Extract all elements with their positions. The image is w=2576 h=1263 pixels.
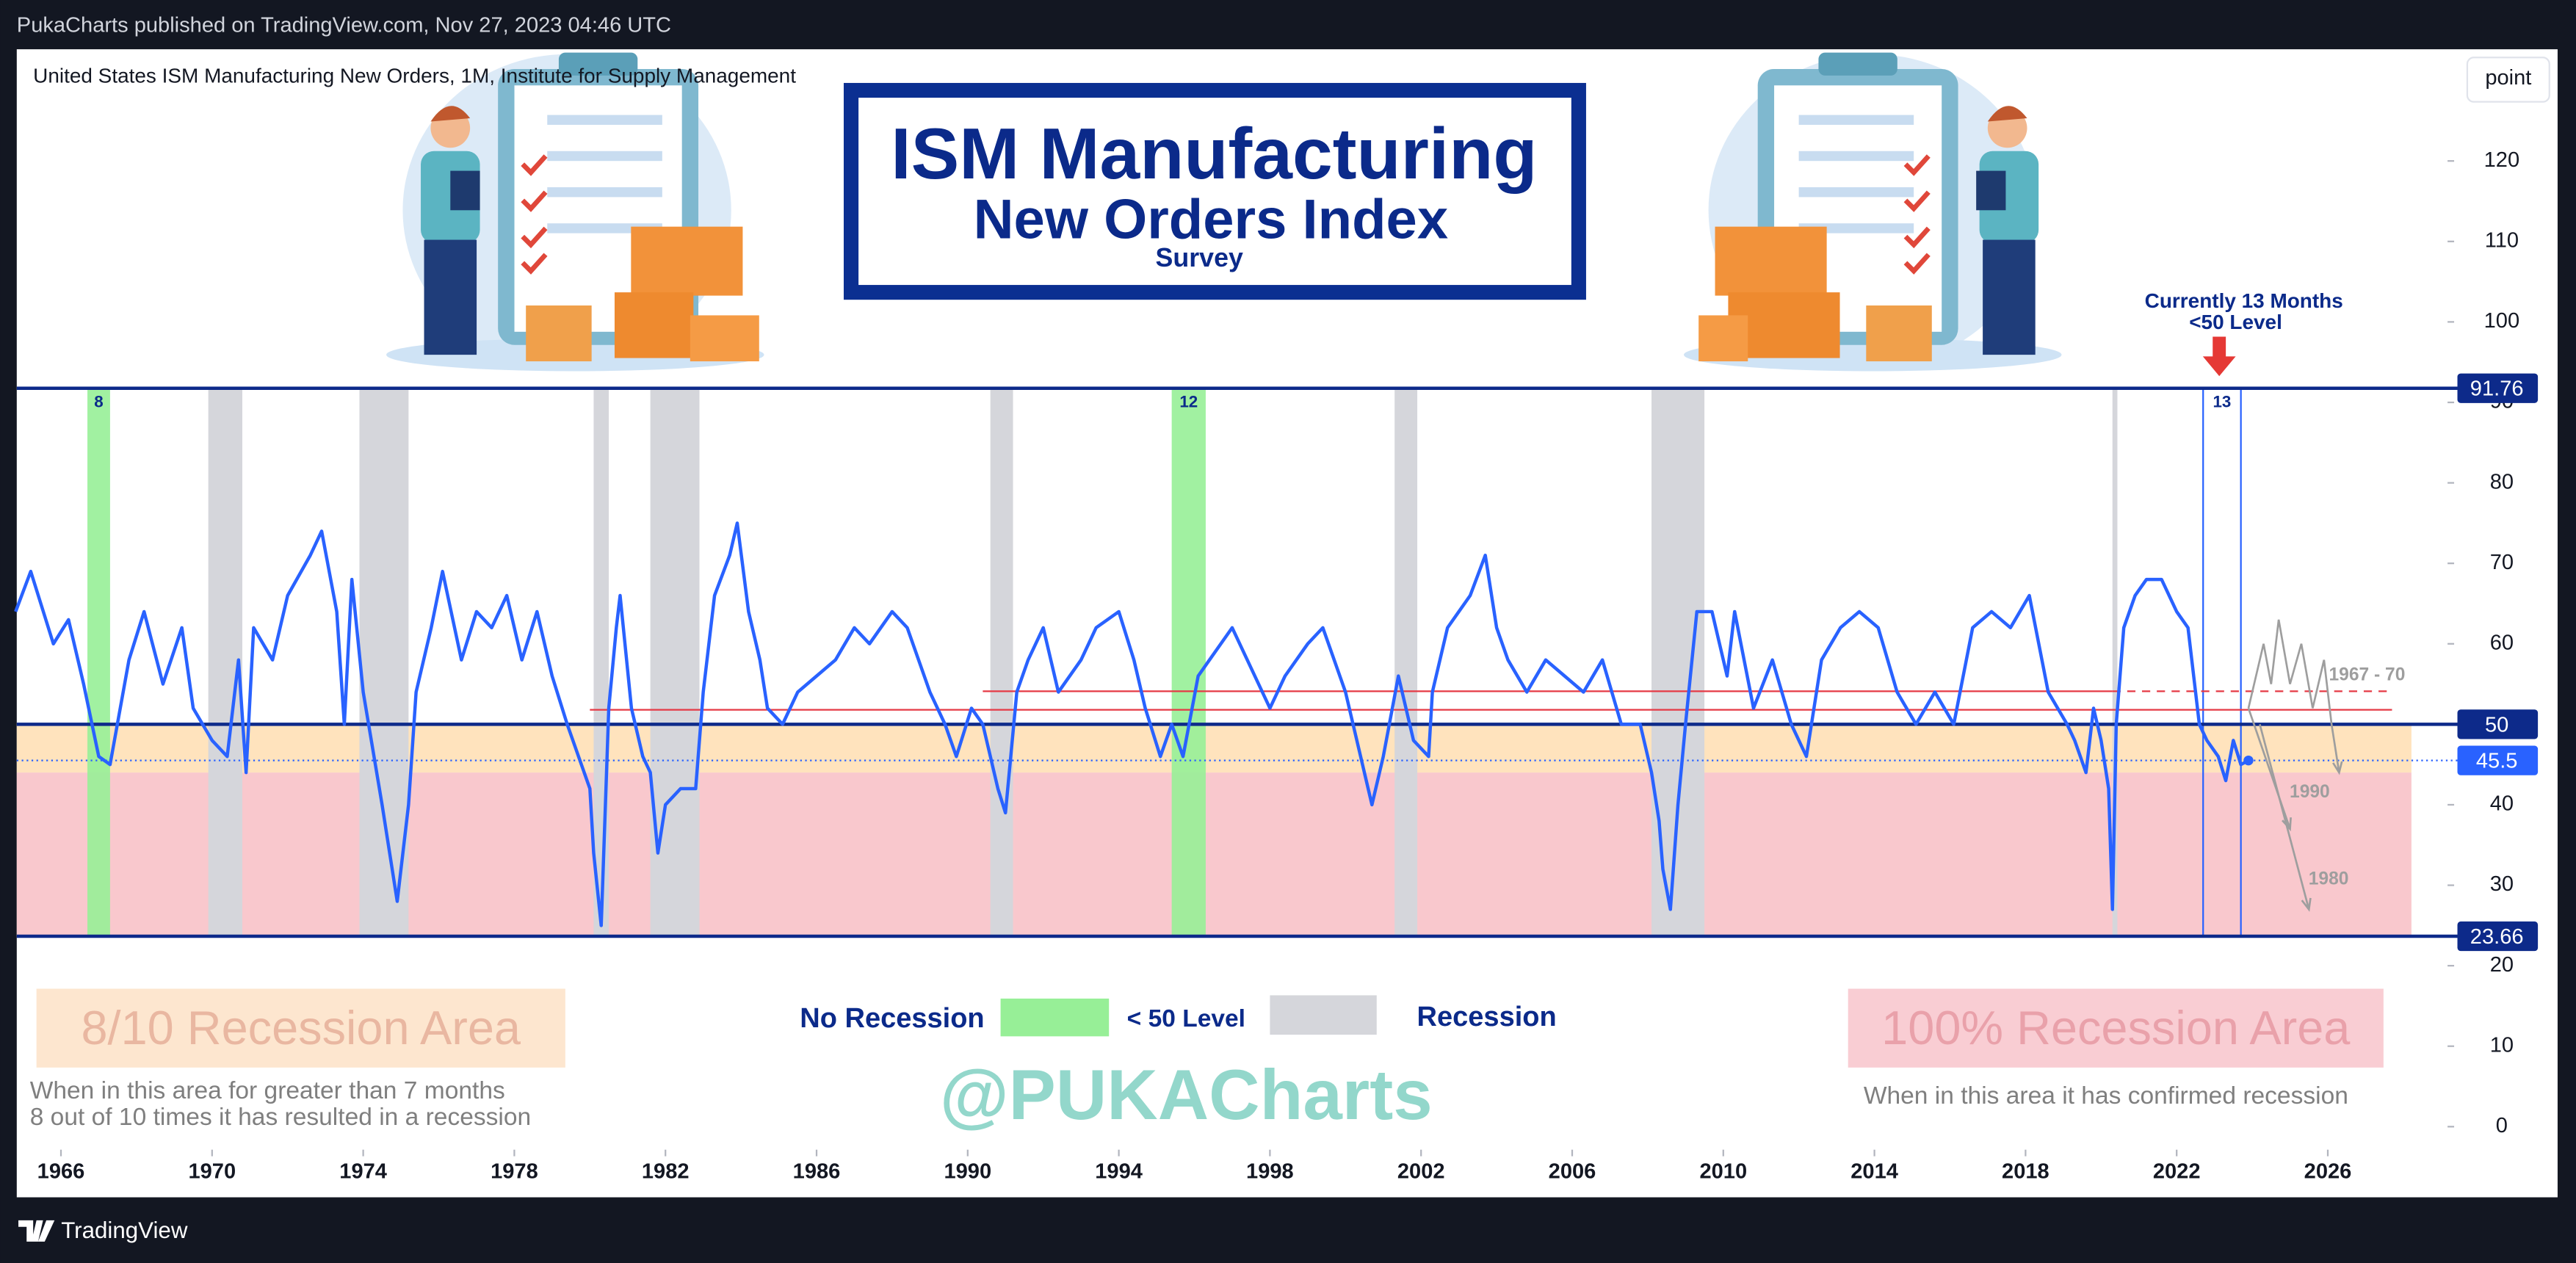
- recession-band: [359, 388, 409, 937]
- x-tick-label: 1982: [642, 1160, 690, 1184]
- legend-label: No Recession: [800, 1003, 984, 1034]
- y-tick-label: 10: [2490, 1033, 2514, 1057]
- y-tick-label: 60: [2490, 631, 2514, 654]
- below-50-band: [1171, 388, 1206, 937]
- projection-label: 1980: [2309, 869, 2349, 889]
- y-tick-label: 40: [2490, 792, 2514, 816]
- legend-label: Recession: [1417, 1002, 1557, 1032]
- x-tick-label: 1990: [944, 1160, 991, 1184]
- annotation: <50 Level: [2189, 311, 2282, 333]
- scale-button-label[interactable]: point: [2485, 66, 2531, 90]
- price-badge: [2457, 373, 2539, 403]
- y-tick-label: 70: [2490, 551, 2514, 574]
- recession-band: [990, 388, 1013, 937]
- x-tick-label: 2018: [2002, 1160, 2049, 1184]
- x-tick-label: 2002: [1397, 1160, 1445, 1184]
- zone: [16, 772, 2412, 937]
- x-tick-label: 1970: [188, 1160, 236, 1184]
- price-badge-label: 23.66: [2470, 925, 2524, 949]
- price-badge: [2457, 921, 2539, 952]
- right-box-title: 100% Recession Area: [1881, 1001, 2351, 1054]
- recession-band: [1651, 388, 1705, 937]
- legend-swatch: [1000, 998, 1110, 1037]
- y-tick-label: 20: [2490, 953, 2514, 977]
- recession-band: [2112, 388, 2118, 937]
- x-tick-label: 2014: [1850, 1160, 1898, 1184]
- footer-logo: [18, 1220, 55, 1242]
- projection-label: 1990: [2290, 782, 2330, 802]
- x-tick-label: 1978: [491, 1160, 538, 1184]
- band-label: 12: [1179, 393, 1198, 411]
- y-tick-label: 120: [2484, 148, 2519, 172]
- symbol-label: United States ISM Manufacturing New Orde…: [33, 65, 796, 87]
- legend-label: < 50 Level: [1127, 1005, 1245, 1032]
- band-label: 13: [2213, 393, 2231, 411]
- projection-label: 1967 - 70: [2329, 665, 2405, 684]
- projection-line: [2247, 619, 2340, 773]
- y-tick-label: 100: [2484, 309, 2519, 333]
- projection-arrow: [2332, 761, 2343, 775]
- projection-arrow: [2301, 897, 2312, 912]
- illustration-left: [386, 52, 764, 372]
- x-tick-label: 2026: [2304, 1160, 2352, 1184]
- chart-subtitle: Survey: [1156, 243, 1243, 272]
- price-badge: [2457, 709, 2539, 739]
- x-tick-label: 2006: [1549, 1160, 1596, 1184]
- y-tick-label: 0: [2496, 1114, 2508, 1137]
- left-box-text: When in this area for greater than 7 mon…: [30, 1077, 505, 1104]
- x-tick-label: 2022: [2153, 1160, 2201, 1184]
- recession-band: [1394, 388, 1418, 937]
- last-point: [2243, 755, 2254, 766]
- left-box-text: 8 out of 10 times it has resulted in a r…: [30, 1104, 532, 1131]
- annotation: Currently 13 Months: [2145, 289, 2343, 312]
- price-badge-label: 91.76: [2470, 377, 2524, 401]
- chart-title: ISM Manufacturing: [891, 113, 1537, 194]
- annotation-arrow: [2202, 336, 2236, 377]
- x-tick-label: 1998: [1246, 1160, 1294, 1184]
- x-tick-label: 1986: [793, 1160, 841, 1184]
- header: PukaCharts published on TradingView.com,…: [17, 13, 671, 37]
- illustration-right: [1684, 52, 2062, 372]
- left-box: [36, 988, 565, 1068]
- below-50-band: [87, 388, 110, 937]
- right-box-text: When in this area it has confirmed reces…: [1864, 1082, 2348, 1110]
- chart-title: New Orders Index: [974, 188, 1449, 250]
- right-box: [1848, 988, 2384, 1068]
- footer: TradingView: [61, 1217, 188, 1243]
- x-tick-label: 1994: [1095, 1160, 1143, 1184]
- y-tick-label: 110: [2485, 228, 2519, 252]
- foreground-layer: 8121301020304050607080901001101201966197…: [14, 148, 2539, 1184]
- scale-button[interactable]: [2466, 57, 2550, 103]
- background-layer: [16, 388, 2412, 937]
- y-tick-label: 80: [2490, 470, 2514, 493]
- x-tick-label: 1966: [37, 1160, 85, 1184]
- projection-line: [2259, 724, 2310, 910]
- legend-swatch: [1270, 995, 1377, 1035]
- title-box: [843, 82, 1586, 300]
- band-label: 8: [94, 393, 103, 411]
- price-badge-label: 45.5: [2476, 750, 2518, 773]
- left-box-title: 8/10 Recession Area: [81, 1001, 521, 1054]
- recession-band: [593, 388, 609, 937]
- price-badge: [2457, 745, 2539, 775]
- x-tick-label: 2010: [1699, 1160, 1747, 1184]
- watermark: @PUKACharts: [940, 1056, 1433, 1134]
- price-badge-label: 50: [2485, 713, 2508, 737]
- x-tick-label: 1974: [339, 1160, 387, 1184]
- projection-arrow: [2282, 817, 2292, 832]
- y-tick-label: 30: [2490, 872, 2514, 896]
- series-line: [14, 521, 2250, 927]
- zone: [16, 724, 2412, 773]
